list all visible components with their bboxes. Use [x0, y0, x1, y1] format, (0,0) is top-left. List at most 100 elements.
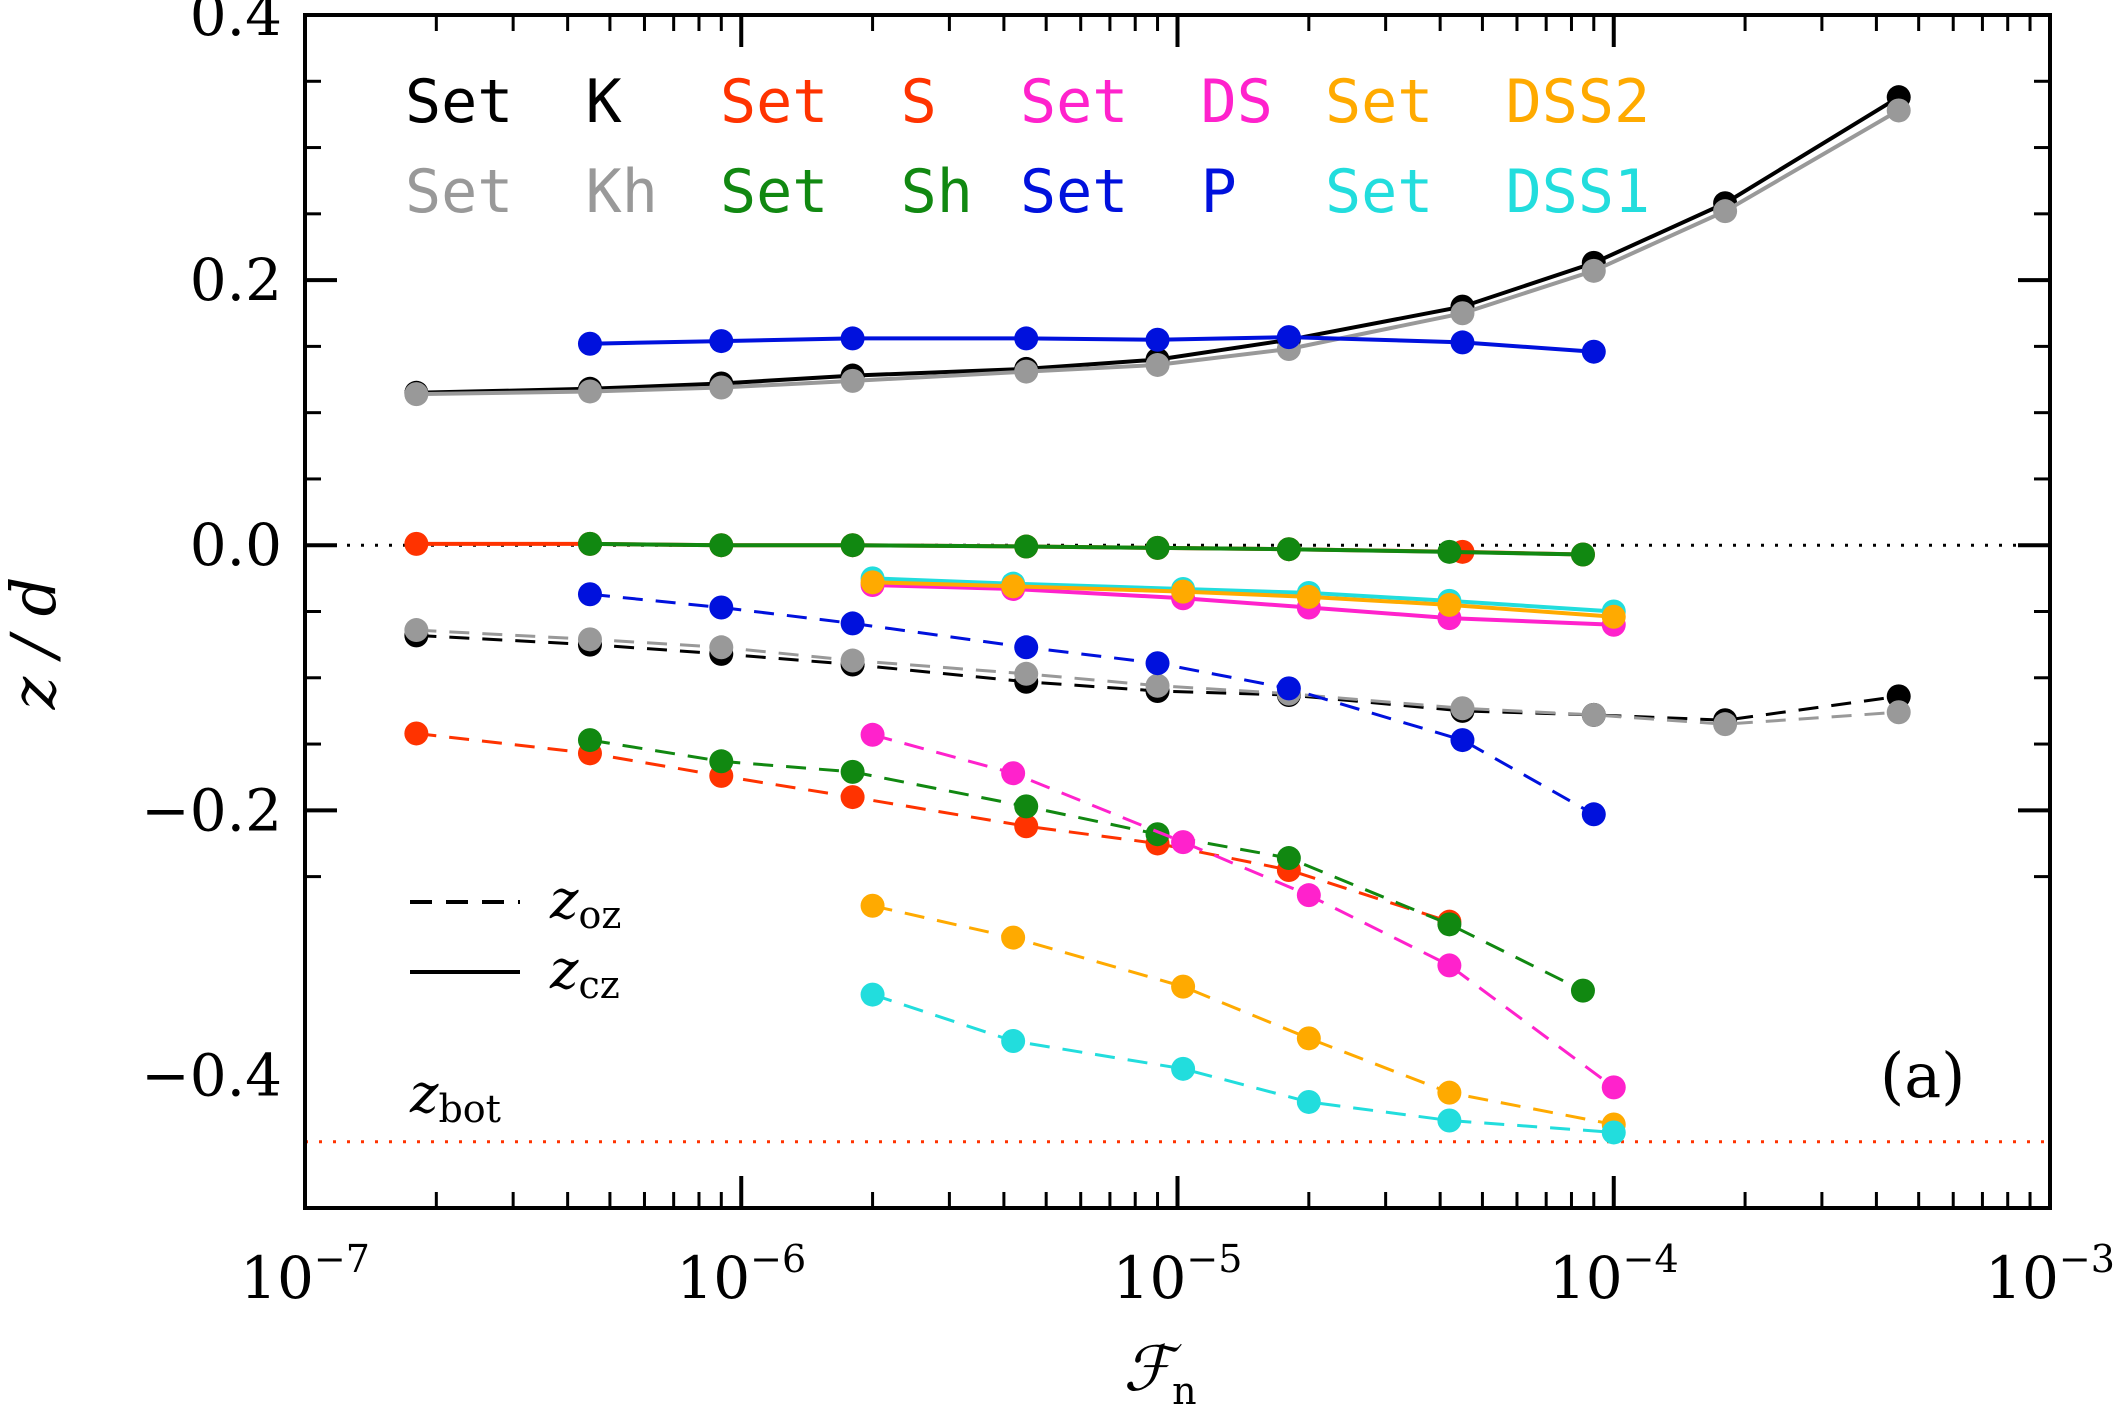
data-point-Kh-oz: [404, 618, 429, 643]
series-line-Sh-oz: [589, 738, 1584, 992]
y-tick-label: −0.4: [141, 1041, 282, 1109]
data-point-P-oz: [840, 611, 865, 636]
data-point-Sh-oz: [1570, 978, 1595, 1003]
legend-cz-main: z: [549, 938, 579, 1001]
x-tick-exponent: −6: [750, 1237, 806, 1281]
x-tick-base: 10: [240, 1244, 314, 1312]
legend-oz-main: z: [549, 868, 579, 931]
data-point-Sh-cz: [1014, 534, 1039, 559]
data-point-DSS2-cz: [1437, 592, 1462, 617]
data-point-DSS2-oz: [1001, 925, 1026, 950]
data-point-Kh-cz: [1450, 301, 1475, 326]
chart-labels: z / d ℱn zoz zcz zbot (a): [0, 577, 1965, 1413]
data-point-P-oz: [1276, 676, 1301, 701]
legend: Set K Set S Set DS Set DSS2 Set Kh Set Sh Set …: [405, 67, 1650, 227]
data-point-DS-oz: [1601, 1075, 1626, 1100]
x-tick-label: 10−4: [1549, 1237, 1679, 1312]
data-point-S-oz: [404, 721, 429, 746]
data-point-S-oz: [1014, 814, 1039, 839]
data-point-DS-oz: [860, 722, 885, 747]
data-point-Sh-oz: [1145, 822, 1170, 847]
legend-cz-sub: cz: [578, 963, 619, 1007]
data-point-Kh-oz: [1713, 712, 1738, 737]
data-point-P-cz: [577, 331, 602, 356]
data-point-P-oz: [1581, 802, 1606, 827]
x-axis-title: ℱn: [1123, 1332, 1196, 1413]
data-point-DS-oz: [1437, 953, 1462, 978]
x-tick-base: 10: [1549, 1244, 1623, 1312]
data-point-Sh-cz: [1276, 537, 1301, 562]
legend-entry-DSS1: Set DSS1: [1325, 157, 1650, 227]
data-point-Kh-oz: [1145, 673, 1170, 698]
legend-entry-K: Set K: [405, 67, 622, 137]
data-point-DSS2-cz: [1001, 574, 1026, 599]
x-tick-exponent: −5: [1186, 1237, 1242, 1281]
data-point-Sh-cz: [1437, 539, 1462, 564]
data-point-Kh-cz: [404, 382, 429, 407]
data-point-Kh-cz: [1014, 359, 1039, 384]
data-point-Kh-cz: [577, 379, 602, 404]
x-tick-label: 10−6: [676, 1237, 806, 1312]
data-point-Kh-cz: [840, 368, 865, 393]
series-line-DS-cz: [872, 583, 1614, 627]
data-point-DS-oz: [1296, 883, 1321, 908]
data-point-S-cz: [404, 531, 429, 556]
series-line-DS-oz: [872, 733, 1615, 1089]
data-point-Sh-oz: [1276, 846, 1301, 871]
data-point-P-oz: [577, 582, 602, 607]
series-line-Sh-cz: [589, 541, 1584, 557]
data-point-Kh-oz: [1886, 700, 1911, 725]
data-point-DSS1-oz: [1296, 1089, 1321, 1114]
legend-entry-S: Set S: [720, 67, 937, 137]
data-point-Kh-cz: [1581, 258, 1606, 283]
x-tick-label: 10−5: [1113, 1237, 1243, 1312]
data-point-Sh-oz: [1437, 912, 1462, 937]
x-tick-base: 10: [676, 1244, 750, 1312]
data-point-P-cz: [1145, 327, 1170, 352]
data-point-Sh-oz: [1014, 794, 1039, 819]
y-axis-title: z / d: [0, 577, 70, 711]
data-point-P-cz: [840, 326, 865, 351]
series-line-P-cz: [589, 335, 1594, 354]
data-point-Sh-cz: [709, 533, 734, 558]
data-point-DSS2-oz: [1296, 1026, 1321, 1051]
x-tick-base: 10: [1113, 1244, 1187, 1312]
series-line-P-oz: [589, 592, 1595, 816]
data-point-DSS2-oz: [1171, 974, 1196, 999]
data-point-Sh-oz: [577, 728, 602, 753]
data-point-Sh-oz: [840, 759, 865, 784]
data-point-P-cz: [1276, 325, 1301, 350]
data-point-Sh-cz: [577, 531, 602, 556]
series-line-DSS1-cz: [872, 576, 1614, 614]
y-tick-label: 0.0: [190, 511, 282, 579]
data-point-Kh-oz: [1581, 702, 1606, 727]
legend-entry-DSS2: Set DSS2: [1325, 67, 1650, 137]
data-point-Kh-oz: [709, 635, 734, 660]
zbot-sub: bot: [438, 1087, 500, 1131]
data-point-DSS1-oz: [1437, 1108, 1462, 1133]
data-point-P-oz: [709, 595, 734, 620]
y-tick-label: −0.2: [141, 776, 282, 844]
data-point-P-oz: [1014, 635, 1039, 660]
data-point-Sh-cz: [1145, 535, 1170, 560]
data-point-P-cz: [1014, 326, 1039, 351]
data-point-DSS1-oz: [1001, 1028, 1026, 1053]
x-tick-label: 10−3: [1985, 1237, 2115, 1312]
series-line-DSS2-oz: [872, 904, 1615, 1126]
series-line-DSS1-oz: [872, 993, 1614, 1134]
legend-entry-Sh: Set Sh: [720, 157, 973, 227]
data-point-Sh-cz: [840, 533, 865, 558]
data-point-P-oz: [1145, 651, 1170, 676]
legend-oz-label: zoz: [549, 868, 621, 937]
data-point-DSS1-oz: [860, 982, 885, 1007]
zbot-label: zbot: [409, 1062, 501, 1131]
data-point-Sh-cz: [1570, 542, 1595, 567]
data-point-Kh-cz: [1713, 199, 1738, 224]
data-point-P-cz: [1450, 330, 1475, 355]
series-line-DSS2-cz: [872, 580, 1614, 619]
data-point-DSS2-cz: [860, 570, 885, 595]
data-point-DSS2-oz: [860, 893, 885, 918]
data-point-Kh-cz: [709, 375, 734, 400]
data-point-P-oz: [1450, 728, 1475, 753]
x-tick-exponent: −4: [1623, 1237, 1679, 1281]
